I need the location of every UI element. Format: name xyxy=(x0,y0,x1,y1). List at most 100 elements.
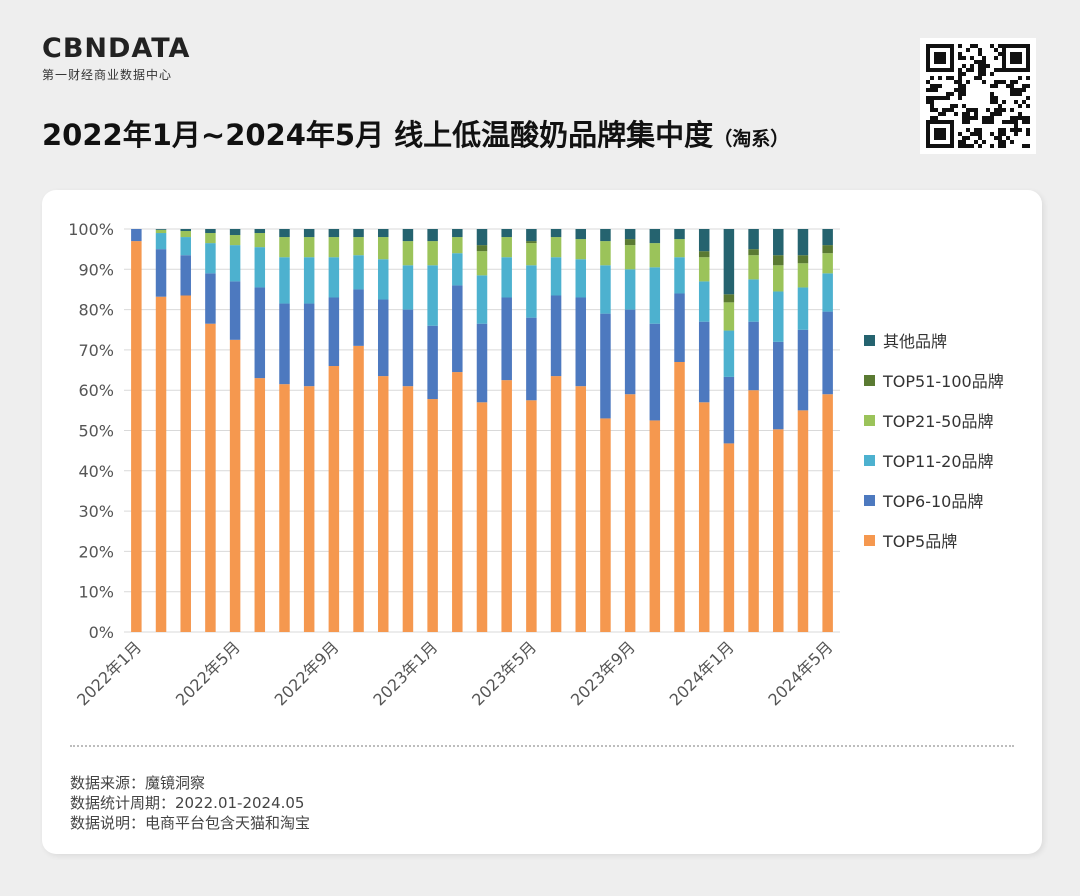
bar-segment xyxy=(550,295,562,377)
bar-segment xyxy=(624,245,636,270)
bar-segment xyxy=(698,251,710,258)
bar-segment xyxy=(205,243,216,274)
bar-segment xyxy=(205,233,216,244)
bar-segment xyxy=(822,273,833,312)
bar-segment xyxy=(550,237,562,258)
bar-segment xyxy=(526,265,537,318)
bar-segment xyxy=(180,255,191,296)
bar-segment xyxy=(131,229,142,242)
y-tick-label: 80% xyxy=(78,301,114,320)
bar-segment xyxy=(427,229,438,242)
bar-segment xyxy=(328,257,340,298)
bar-segment xyxy=(748,229,759,250)
legend-swatch xyxy=(864,334,875,346)
chart-card: 0% 10% 20% 30% 40% 50% 60% 70% 80% 90% 100% 2022年1月… xyxy=(42,190,1042,854)
bar-segment xyxy=(723,443,735,632)
legend-label: TOP21-50品牌 xyxy=(883,412,994,431)
bar-segment xyxy=(452,229,463,238)
bar-segment xyxy=(279,237,290,258)
bar-segment xyxy=(205,273,216,324)
bar-segment xyxy=(674,229,685,240)
logo-text: CBNDATA xyxy=(42,33,191,64)
bar-segment xyxy=(575,259,587,298)
bar-segment xyxy=(377,299,389,377)
stacked-bar-chart: 0% 10% 20% 30% 40% 50% 60% 70% 80% 90% 100% 2022年1月… xyxy=(68,220,840,709)
legend-item: TOP11-20品牌 xyxy=(864,440,1004,480)
bar-segment xyxy=(698,402,710,632)
bar-segment xyxy=(723,302,735,331)
bar-segment xyxy=(476,402,488,632)
bar-segment xyxy=(649,229,661,244)
legend-item: TOP51-100品牌 xyxy=(864,360,1004,400)
bar-segment xyxy=(452,253,463,286)
legend-item: 其他品牌 xyxy=(864,320,1004,360)
bar-segment xyxy=(353,255,364,290)
bar-segment xyxy=(303,229,315,238)
y-tick-label: 50% xyxy=(78,422,114,441)
bar-segment xyxy=(822,229,833,246)
bar-segment xyxy=(402,241,414,266)
legend-swatch xyxy=(864,374,875,386)
bar-segment xyxy=(624,229,636,240)
bar-segment xyxy=(674,361,685,632)
bar-segment xyxy=(773,255,784,266)
bar-segment xyxy=(624,394,636,632)
bar-segment xyxy=(698,229,710,252)
bar-segment xyxy=(476,229,488,246)
bar-segment xyxy=(822,394,833,632)
bar-segment xyxy=(180,295,191,632)
bar-segment xyxy=(205,323,216,632)
bar-segment xyxy=(674,293,685,362)
bar-segment xyxy=(402,309,414,387)
bar-segment xyxy=(698,257,710,282)
chart-legend: 其他品牌 TOP51-100品牌 TOP21-50品牌 TOP11-20品牌 TOP6-… xyxy=(864,320,1004,560)
bar-segment xyxy=(427,241,438,266)
bar-segment xyxy=(797,329,809,411)
bar-segment xyxy=(797,410,809,632)
x-tick-label: 2023年5月 xyxy=(468,637,540,709)
bar-segment xyxy=(822,311,833,395)
bar-segment xyxy=(550,229,562,238)
y-tick-label: 100% xyxy=(68,220,114,239)
x-tick-label: 2022年5月 xyxy=(172,637,244,709)
title-main: 2022年1月~2024年5月 线上低温酸奶品牌集中度 xyxy=(42,118,714,152)
bar-segment xyxy=(279,257,290,304)
bar-segment xyxy=(674,239,685,258)
bar-segment xyxy=(822,253,833,274)
bar-segment xyxy=(723,330,735,377)
bar-segment xyxy=(229,245,241,282)
bar-segment xyxy=(328,229,340,238)
bar-segment xyxy=(624,309,636,395)
bar-segment xyxy=(797,287,809,330)
bar-segment xyxy=(748,249,759,256)
bar-segment xyxy=(550,257,562,296)
bar-segment xyxy=(723,376,735,444)
bar-segment xyxy=(773,229,784,256)
bar-segment xyxy=(402,229,414,242)
bar-segment xyxy=(501,257,512,298)
description-note: 数据说明：电商平台包含天猫和淘宝 xyxy=(70,814,311,832)
source-note: 数据来源：魔镜洞察 xyxy=(70,774,206,792)
bar-segment xyxy=(600,313,611,419)
bar-segment xyxy=(303,257,315,304)
bar-segment xyxy=(254,378,266,632)
legend-item: TOP6-10品牌 xyxy=(864,480,1004,520)
bar-segment xyxy=(427,399,438,632)
logo-subtitle: 第一财经商业数据中心 xyxy=(42,68,173,82)
bar-segment xyxy=(229,281,241,340)
bar-segment xyxy=(748,390,759,632)
legend-swatch xyxy=(864,494,875,506)
bar-segment xyxy=(205,229,216,234)
bar-segment xyxy=(600,265,611,314)
bar-segment xyxy=(229,235,241,246)
bar-segment xyxy=(279,384,290,632)
title-sub: （淘系） xyxy=(713,128,790,150)
bar-segment xyxy=(748,279,759,322)
bar-segment xyxy=(131,241,142,632)
x-tick-label: 2024年5月 xyxy=(764,637,836,709)
bar-segment xyxy=(600,241,611,266)
bar-segment xyxy=(476,251,488,276)
legend-label: TOP11-20品牌 xyxy=(883,452,994,471)
divider xyxy=(70,745,1014,747)
bar-segment xyxy=(229,339,241,632)
